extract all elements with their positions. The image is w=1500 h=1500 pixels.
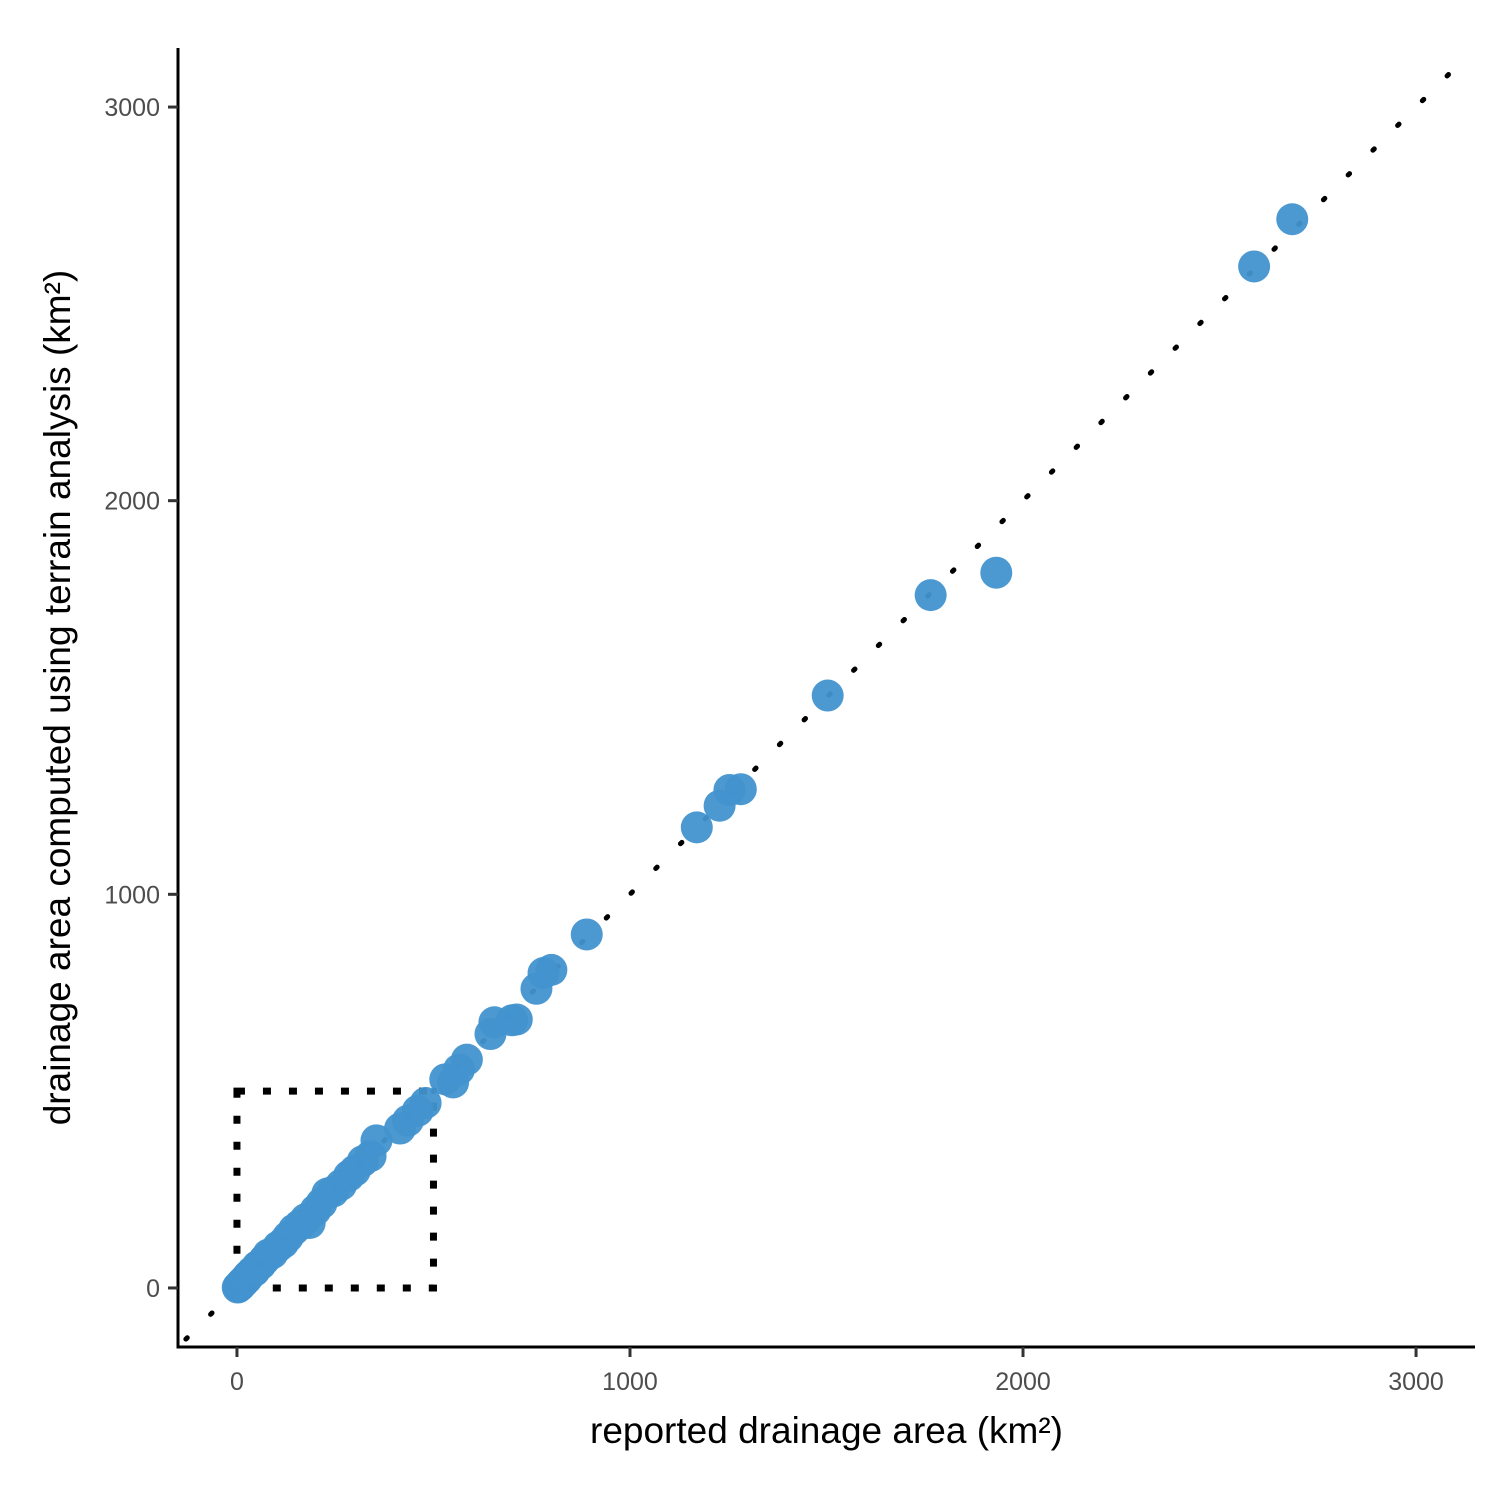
plot-area <box>183 49 1474 1342</box>
x-axis-title: reported drainage area (km²) <box>590 1410 1063 1451</box>
x-tick-label: 0 <box>230 1368 244 1396</box>
data-point <box>1238 250 1271 283</box>
data-point <box>914 579 947 612</box>
x-tick-label: 2000 <box>995 1368 1051 1396</box>
data-point <box>724 773 757 806</box>
y-tick-label: 3000 <box>104 94 160 122</box>
data-point <box>811 679 844 712</box>
y-tick-label: 2000 <box>104 488 160 516</box>
axis-ticks: 0 1000 2000 3000 0 1000 2000 3000 <box>104 94 1443 1396</box>
data-point <box>360 1124 393 1157</box>
data-point <box>680 811 713 844</box>
data-point <box>450 1043 483 1076</box>
data-point <box>980 556 1013 589</box>
data-point <box>535 953 568 986</box>
x-tick-label: 1000 <box>602 1368 658 1396</box>
data-point <box>570 918 603 951</box>
y-axis-title: drainage area computed using terrain ana… <box>37 270 78 1126</box>
data-point <box>409 1086 442 1119</box>
y-tick-label: 1000 <box>104 881 160 909</box>
data-point <box>1276 203 1309 236</box>
y-tick-label: 0 <box>146 1275 160 1303</box>
x-tick-label: 3000 <box>1388 1368 1444 1396</box>
data-point <box>500 1003 533 1036</box>
